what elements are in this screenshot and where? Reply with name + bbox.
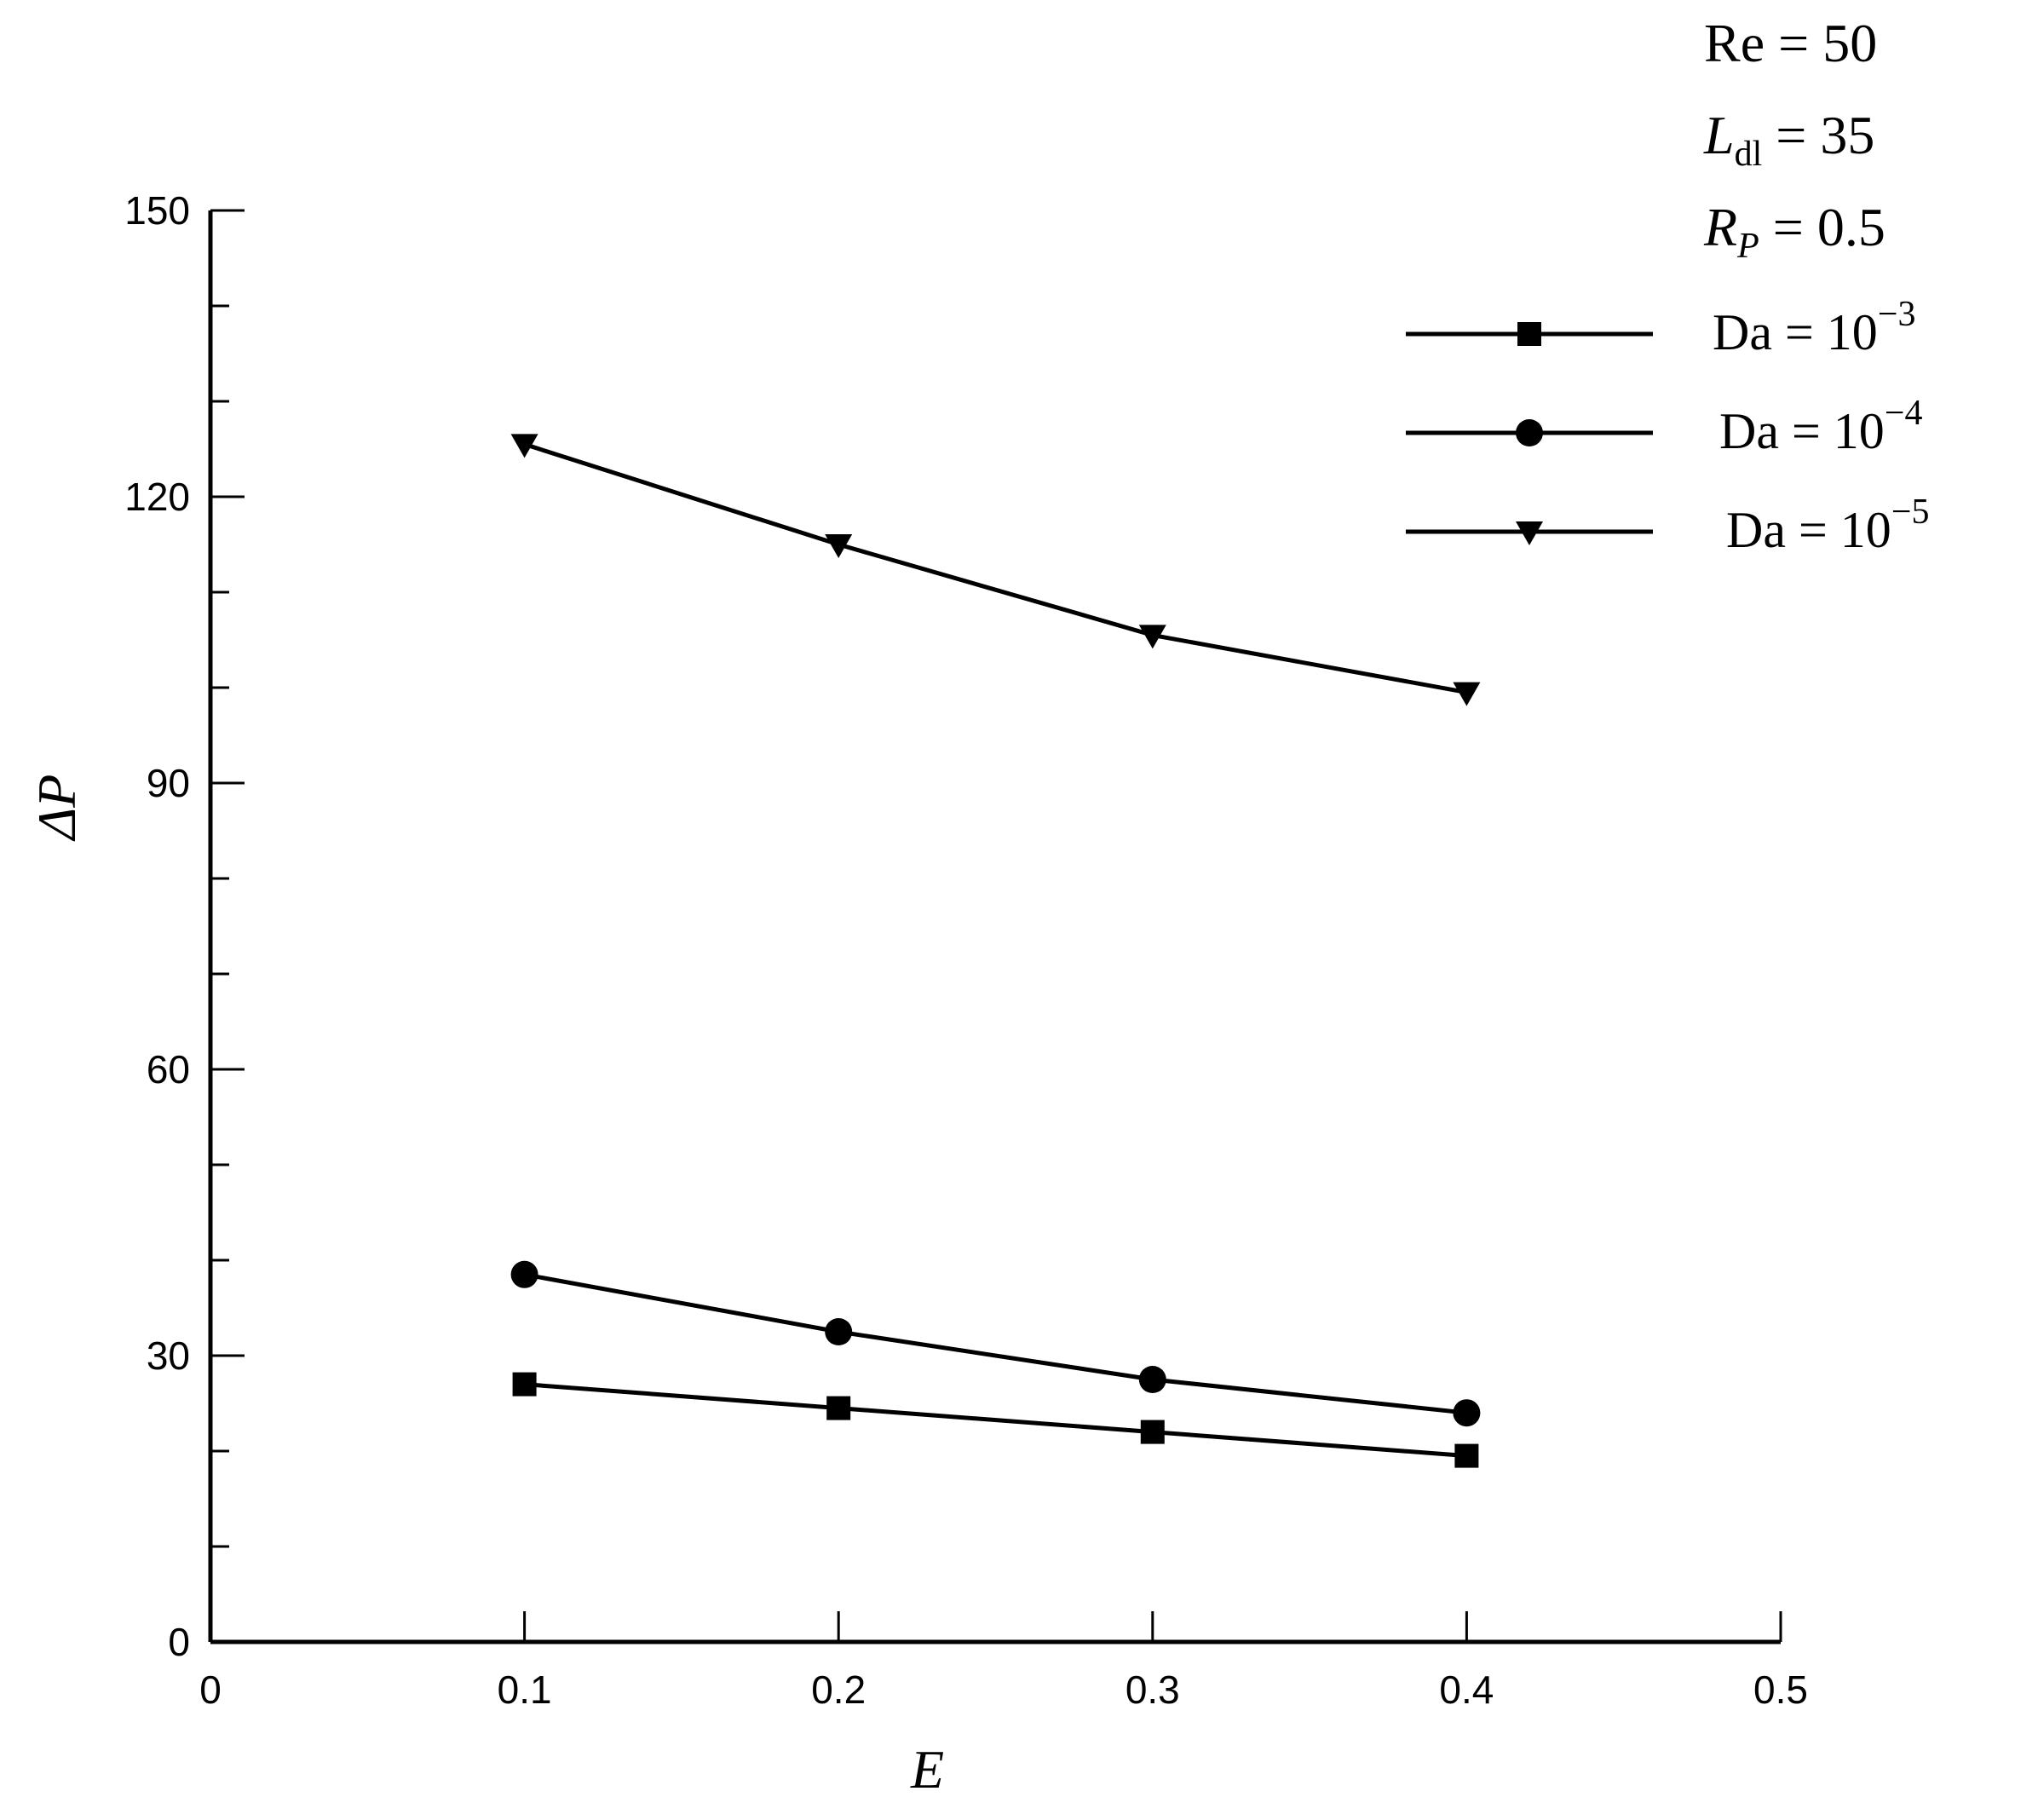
y-tick-label: 150 — [124, 188, 190, 233]
x-ticks: 0 0.1 0.2 0.3 0.4 0.5 — [199, 1611, 1808, 1712]
x-tick-label: 0.5 — [1753, 1667, 1808, 1712]
parameter-label: Re = 50 — [1704, 13, 1877, 73]
parameter-label: Ldl = 35 — [1703, 105, 1874, 174]
data-point-triangle-down — [1453, 682, 1481, 706]
y-tick-label: 0 — [168, 1620, 190, 1664]
legend-item: Da = 10−3 — [1406, 295, 1916, 360]
data-point-circle — [825, 1318, 853, 1345]
y-ticks: 0 30 60 90 120 150 — [124, 188, 245, 1664]
y-tick-label: 60 — [147, 1047, 190, 1091]
x-tick-label: 0.1 — [498, 1667, 552, 1712]
data-point-triangle-down — [510, 434, 538, 458]
legend-marker-square — [1517, 322, 1541, 346]
data-point-circle — [1138, 1366, 1166, 1393]
x-tick-label: 0.2 — [811, 1667, 866, 1712]
legend-item: Da = 10−4 — [1406, 394, 1923, 459]
legend-label: Da = 10−4 — [1719, 394, 1923, 459]
data-point-triangle-down — [1138, 625, 1166, 649]
data-point-square — [1140, 1420, 1165, 1444]
series-square — [512, 1372, 1479, 1468]
y-tick-label: 90 — [147, 761, 190, 805]
data-point-circle — [1453, 1399, 1481, 1427]
y-tick-label: 30 — [147, 1333, 190, 1378]
data-point-triangle-down — [825, 534, 853, 558]
data-point-square — [826, 1396, 851, 1420]
legend-item: Da = 10−5 — [1406, 492, 1930, 558]
data-point-square — [512, 1372, 537, 1397]
legend-label: Da = 10−5 — [1726, 492, 1930, 558]
series-line — [524, 1382, 1467, 1459]
parameter-annotations: Re = 50 Ldl = 35 RP = 0.5 — [1703, 13, 1885, 266]
x-tick-label: 0 — [199, 1667, 222, 1712]
axes: 0 0.1 0.2 0.3 0.4 0.5 0 30 60 90 120 150 — [124, 188, 1808, 1712]
y-axis-title: ΔP — [26, 775, 87, 843]
x-axis-title: E — [910, 1739, 944, 1800]
series-triangle-down — [510, 434, 1481, 706]
legend: Da = 10−3 Da = 10−4 Da = 10−5 — [1406, 295, 1930, 558]
data-point-circle — [510, 1260, 538, 1288]
legend-label: Da = 10−3 — [1713, 295, 1916, 360]
series-layer — [510, 434, 1481, 1468]
legend-marker-circle — [1516, 419, 1543, 446]
legend-marker-triangle-down — [1516, 521, 1543, 545]
series-circle — [510, 1260, 1481, 1427]
y-tick-label: 120 — [124, 475, 190, 519]
x-tick-label: 0.4 — [1439, 1667, 1494, 1712]
series-line — [524, 1272, 1467, 1415]
x-tick-label: 0.3 — [1126, 1667, 1180, 1712]
series-line — [523, 442, 1467, 695]
data-point-square — [1454, 1443, 1479, 1468]
parameter-label: RP = 0.5 — [1703, 197, 1885, 266]
